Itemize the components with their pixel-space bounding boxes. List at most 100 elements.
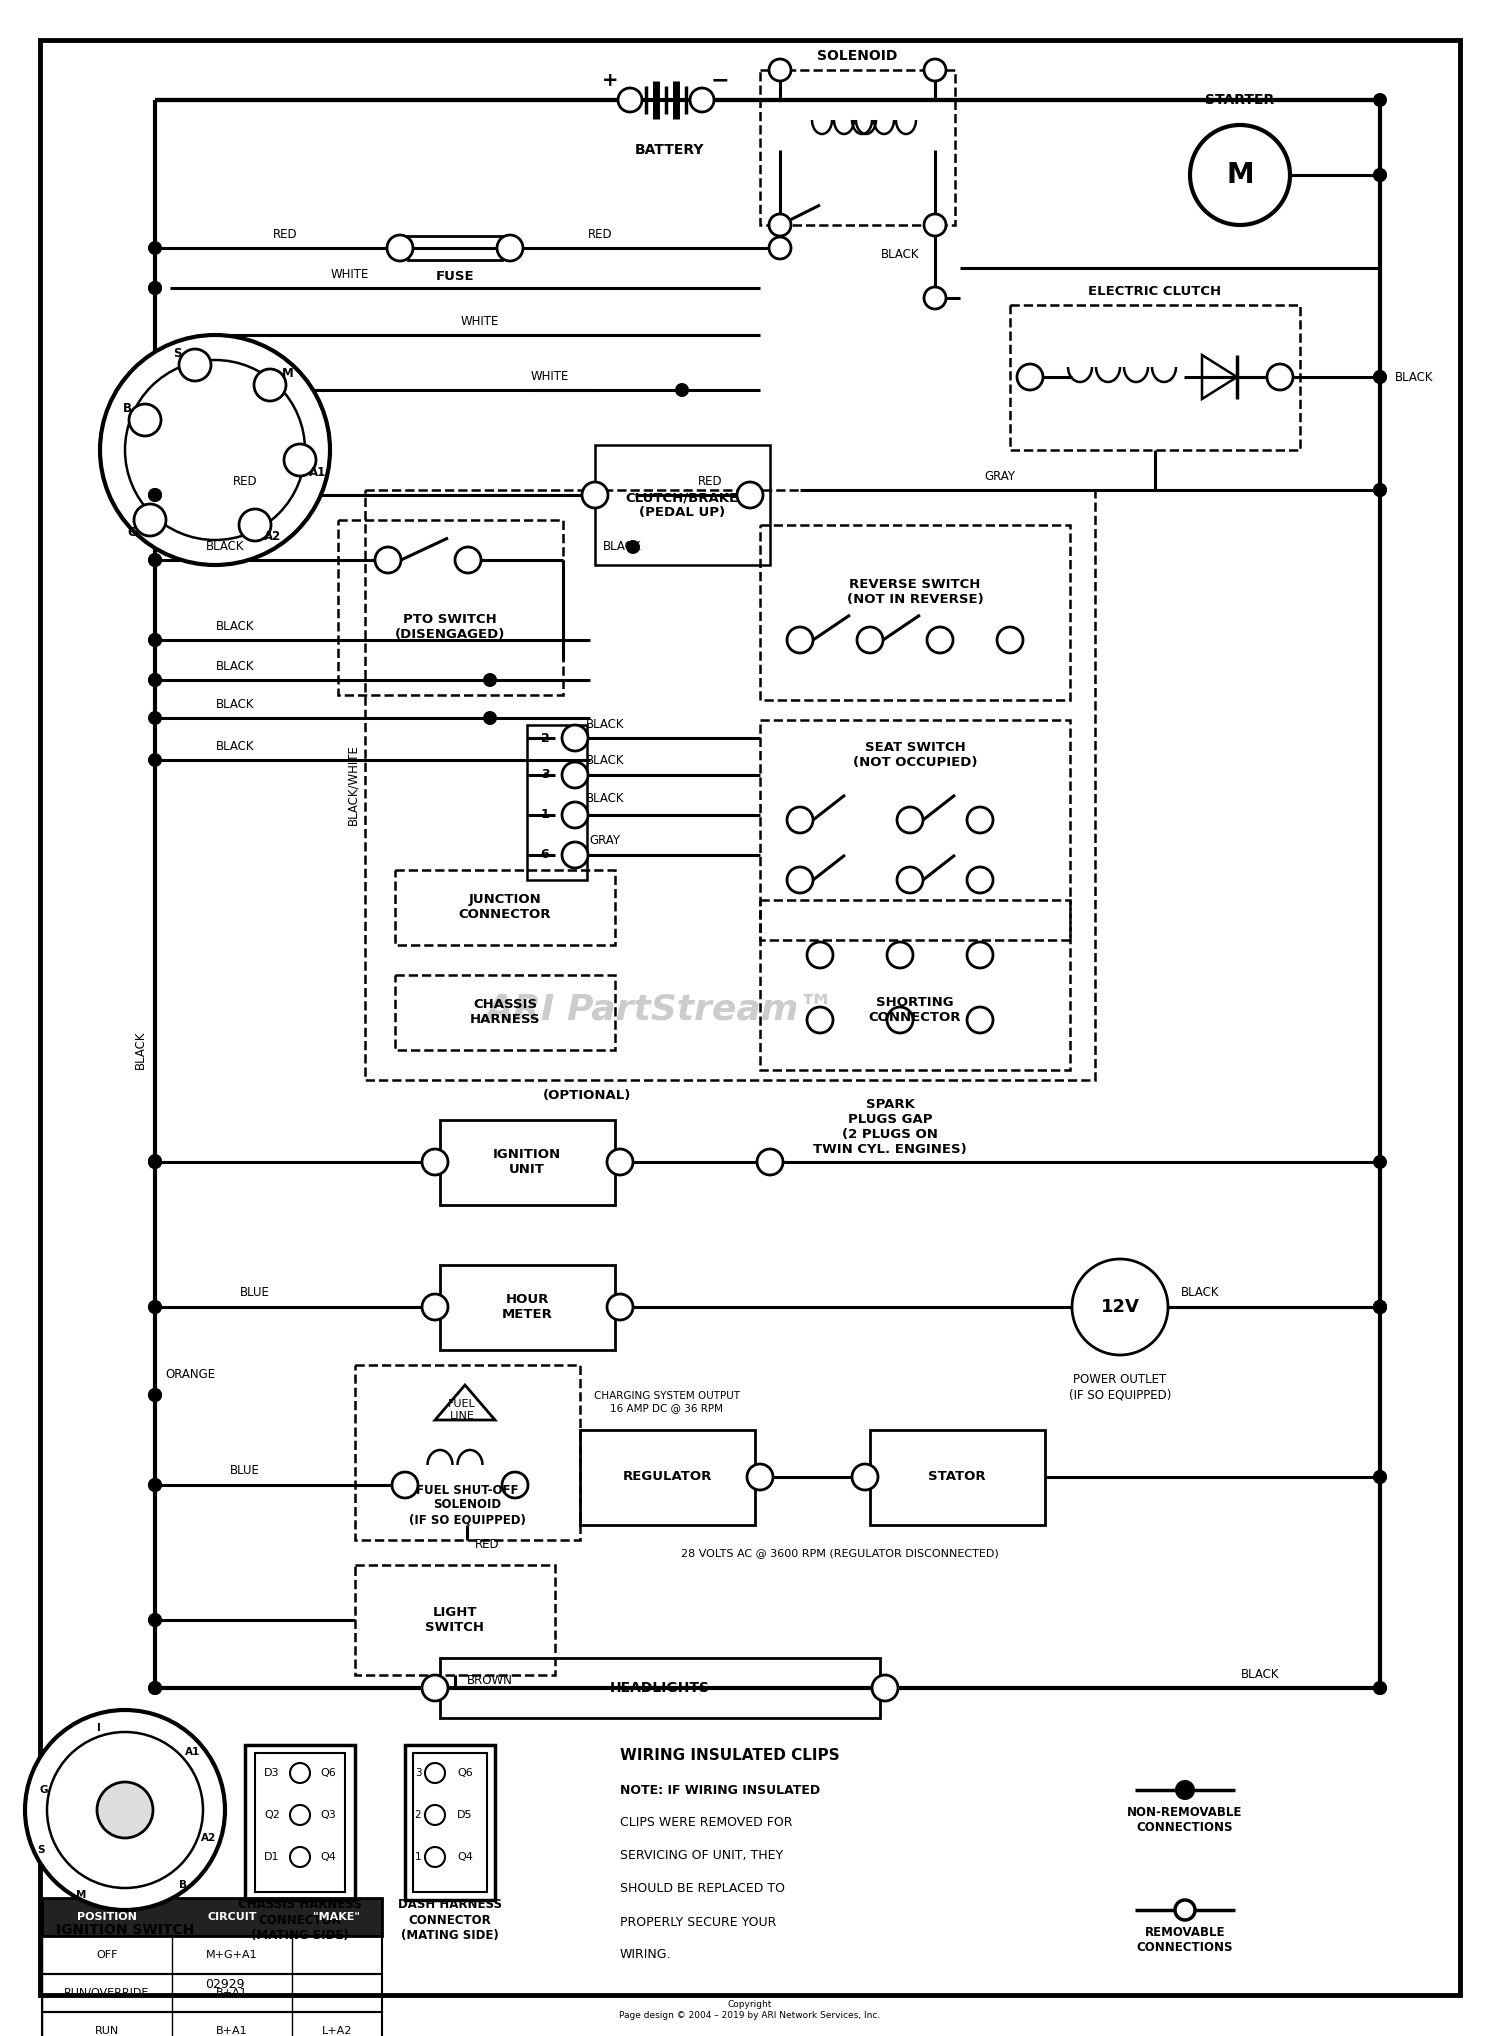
Circle shape — [562, 725, 588, 751]
Circle shape — [1372, 1301, 1388, 1313]
Bar — [159, 1869, 176, 1879]
Text: CLIPS WERE REMOVED FOR: CLIPS WERE REMOVED FOR — [620, 1816, 792, 1830]
Circle shape — [886, 943, 914, 967]
Circle shape — [1372, 1682, 1388, 1696]
Text: BATTERY: BATTERY — [636, 143, 705, 157]
Circle shape — [968, 867, 993, 894]
Text: WIRING INSULATED CLIPS: WIRING INSULATED CLIPS — [620, 1747, 840, 1763]
Text: NOTE: IF WIRING INSULATED: NOTE: IF WIRING INSULATED — [620, 1784, 821, 1796]
Text: G: G — [39, 1786, 48, 1796]
Circle shape — [1017, 364, 1042, 391]
Circle shape — [1372, 483, 1388, 497]
Circle shape — [968, 806, 993, 833]
Text: RUN: RUN — [94, 2026, 118, 2036]
Circle shape — [690, 88, 714, 112]
Text: 2: 2 — [540, 731, 549, 745]
Text: M: M — [76, 1889, 86, 1900]
Circle shape — [788, 867, 813, 894]
Circle shape — [148, 1154, 162, 1169]
Circle shape — [1268, 364, 1293, 391]
Circle shape — [26, 1710, 225, 1910]
Circle shape — [424, 1763, 445, 1784]
Text: Q3: Q3 — [320, 1810, 336, 1820]
Text: OFF: OFF — [96, 1950, 117, 1961]
Circle shape — [148, 1389, 162, 1403]
Text: M: M — [282, 366, 294, 379]
Circle shape — [924, 287, 946, 309]
Circle shape — [46, 1733, 202, 1887]
Text: BLACK: BLACK — [585, 717, 624, 731]
Circle shape — [148, 711, 162, 725]
Text: Q6: Q6 — [458, 1767, 472, 1777]
Circle shape — [148, 489, 162, 503]
Circle shape — [897, 806, 922, 833]
Text: B: B — [178, 1879, 188, 1889]
Circle shape — [148, 281, 162, 295]
Circle shape — [290, 1847, 310, 1867]
Circle shape — [148, 1682, 162, 1696]
Text: B+A1: B+A1 — [216, 1987, 248, 1997]
Text: REMOVABLE
CONNECTIONS: REMOVABLE CONNECTIONS — [1137, 1926, 1233, 1955]
Circle shape — [1372, 371, 1388, 385]
Circle shape — [148, 1154, 162, 1169]
Circle shape — [1372, 1301, 1388, 1313]
Bar — [88, 1879, 105, 1889]
Circle shape — [290, 1763, 310, 1784]
Circle shape — [968, 943, 993, 967]
Bar — [184, 1822, 201, 1832]
Circle shape — [608, 1148, 633, 1175]
Text: CHASSIS HARNESS
CONNECTOR
(MATING SIDE): CHASSIS HARNESS CONNECTOR (MATING SIDE) — [238, 1898, 362, 1942]
Text: M: M — [1226, 161, 1254, 189]
Bar — [255, 1753, 345, 1891]
Circle shape — [788, 806, 813, 833]
Bar — [760, 69, 956, 226]
Circle shape — [129, 403, 160, 436]
Text: REGULATOR: REGULATOR — [622, 1470, 711, 1484]
Bar — [526, 725, 586, 880]
Circle shape — [1372, 1470, 1388, 1484]
Text: BLACK: BLACK — [880, 248, 920, 261]
Circle shape — [422, 1676, 448, 1700]
Circle shape — [392, 1472, 418, 1498]
Text: BLACK: BLACK — [216, 698, 254, 711]
Circle shape — [100, 336, 330, 566]
Text: B+A1: B+A1 — [216, 2026, 248, 2036]
Circle shape — [148, 554, 162, 566]
Bar — [440, 1657, 880, 1718]
Text: RED: RED — [698, 474, 723, 487]
Bar — [440, 1264, 615, 1350]
Circle shape — [1372, 371, 1388, 385]
Text: 3: 3 — [414, 1767, 422, 1777]
Bar — [394, 975, 615, 1051]
Circle shape — [148, 1478, 162, 1492]
Circle shape — [148, 1682, 162, 1696]
Circle shape — [1372, 1301, 1388, 1313]
Circle shape — [454, 548, 482, 572]
Circle shape — [1174, 1900, 1196, 1920]
Circle shape — [1372, 483, 1388, 497]
Text: CHARGING SYSTEM OUTPUT
16 AMP DC @ 36 RPM: CHARGING SYSTEM OUTPUT 16 AMP DC @ 36 RP… — [594, 1391, 740, 1413]
Circle shape — [148, 240, 162, 254]
Circle shape — [1372, 169, 1388, 181]
Bar — [440, 1120, 615, 1205]
Circle shape — [148, 753, 162, 768]
Text: REVERSE SWITCH
(NOT IN REVERSE): REVERSE SWITCH (NOT IN REVERSE) — [846, 578, 984, 607]
Circle shape — [924, 59, 946, 81]
Text: 6: 6 — [540, 849, 549, 861]
Text: SPARK
PLUGS GAP
(2 PLUGS ON
TWIN CYL. ENGINES): SPARK PLUGS GAP (2 PLUGS ON TWIN CYL. EN… — [813, 1097, 968, 1156]
Circle shape — [483, 711, 496, 725]
Text: NON-REMOVABLE
CONNECTIONS: NON-REMOVABLE CONNECTIONS — [1128, 1806, 1242, 1834]
Text: (OPTIONAL): (OPTIONAL) — [543, 1089, 632, 1101]
Circle shape — [422, 1148, 448, 1175]
Text: 28 VOLTS AC @ 3600 RPM (REGULATOR DISCONNECTED): 28 VOLTS AC @ 3600 RPM (REGULATOR DISCON… — [681, 1547, 999, 1558]
Text: S: S — [172, 346, 182, 360]
Circle shape — [897, 867, 922, 894]
Circle shape — [1174, 1779, 1196, 1800]
Text: I: I — [98, 1722, 100, 1733]
Text: SOLENOID: SOLENOID — [818, 49, 897, 63]
Bar — [870, 1429, 1046, 1525]
Circle shape — [148, 633, 162, 647]
Circle shape — [148, 1478, 162, 1492]
Bar — [760, 525, 1070, 700]
Circle shape — [582, 483, 608, 509]
